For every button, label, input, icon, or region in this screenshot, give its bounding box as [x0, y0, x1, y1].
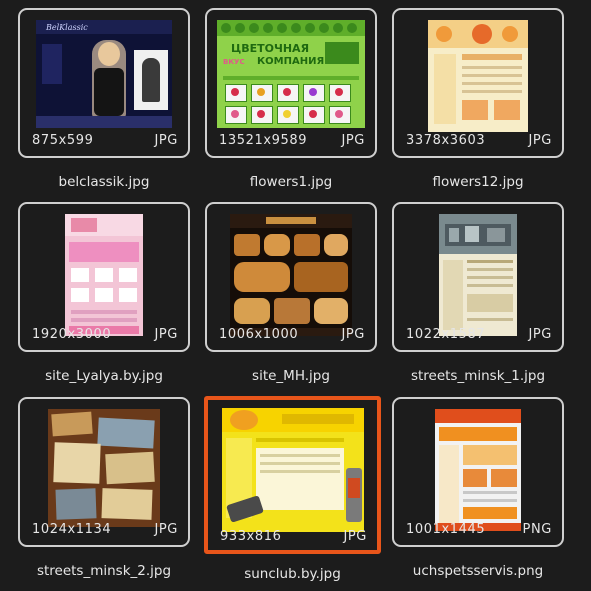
- image-dimensions: 1920x3000: [32, 327, 112, 342]
- thumbnail-image: BelKlassic: [36, 20, 172, 128]
- thumb-banner-side: ВКУС: [223, 58, 245, 66]
- thumbnail-card[interactable]: 1920x3000 JPG: [18, 202, 190, 352]
- thumbnail-item[interactable]: BelKlassic 875x599 JPG belclassik.jpg: [18, 8, 206, 204]
- file-name[interactable]: uchspetsservis.png: [412, 563, 544, 579]
- thumbnail-image: [439, 214, 517, 336]
- thumbnail-card[interactable]: 3378x3603 JPG: [392, 8, 564, 158]
- image-dimensions: 933x816: [220, 529, 282, 544]
- file-type: JPG: [154, 133, 178, 148]
- image-dimensions: 1006x1000: [219, 327, 299, 342]
- thumbnail-image: [48, 409, 160, 527]
- file-name[interactable]: flowers1.jpg: [249, 174, 333, 190]
- image-dimensions: 1022x1587: [406, 327, 486, 342]
- file-type: PNG: [522, 522, 552, 537]
- thumbnail-image: [65, 214, 143, 336]
- file-type: JPG: [343, 529, 367, 544]
- thumbnail-card-selected[interactable]: 933x816 JPG: [204, 396, 381, 554]
- file-name[interactable]: belclassik.jpg: [58, 174, 150, 190]
- thumbnail-meta: 875x599 JPG: [32, 133, 178, 151]
- image-dimensions: 3378x3603: [406, 133, 486, 148]
- file-name[interactable]: flowers12.jpg: [432, 174, 524, 190]
- thumbnail-card[interactable]: 1006x1000 JPG: [205, 202, 377, 352]
- thumbnail-item[interactable]: 3378x3603 JPG flowers12.jpg: [392, 8, 580, 204]
- file-type: JPG: [528, 327, 552, 342]
- image-dimensions: 1024x1134: [32, 522, 112, 537]
- thumb-banner-text: КОМПАНИЯ: [257, 56, 325, 67]
- file-type: JPG: [154, 327, 178, 342]
- file-name[interactable]: streets_minsk_1.jpg: [410, 368, 546, 384]
- thumbnail-meta: 933x816 JPG: [220, 529, 367, 547]
- file-type: JPG: [341, 327, 365, 342]
- file-name[interactable]: streets_minsk_2.jpg: [36, 563, 172, 579]
- thumbnail-meta: 1022x1587 JPG: [406, 327, 552, 345]
- image-dimensions: 13521x9589: [219, 133, 308, 148]
- thumb-banner-text: ЦВЕТОЧНАЯ: [231, 42, 310, 55]
- thumbnail-item[interactable]: 1001x1445 PNG uchspetsservis.png: [392, 397, 580, 591]
- thumbnail-item[interactable]: 1024x1134 JPG streets_minsk_2.jpg: [18, 397, 206, 591]
- file-type: JPG: [341, 133, 365, 148]
- thumbnail-image: [221, 408, 364, 532]
- thumbnail-image: [435, 409, 521, 531]
- file-name[interactable]: site_MH.jpg: [252, 368, 330, 384]
- file-type: JPG: [528, 133, 552, 148]
- thumbnail-item[interactable]: ЦВЕТОЧНАЯ ВКУС КОМПАНИЯ: [205, 8, 393, 204]
- thumbnail-item[interactable]: 933x816 JPG sunclub.by.jpg: [204, 396, 392, 591]
- thumbnail-image: [428, 20, 528, 132]
- thumbnail-card[interactable]: BelKlassic 875x599 JPG: [18, 8, 190, 158]
- thumbnail-card[interactable]: 1022x1587 JPG: [392, 202, 564, 352]
- file-name[interactable]: site_Lyalya.by.jpg: [45, 368, 163, 384]
- thumbnail-meta: 1024x1134 JPG: [32, 522, 178, 540]
- thumbnail-meta: 1006x1000 JPG: [219, 327, 365, 345]
- thumbnail-item[interactable]: 1006x1000 JPG site_MH.jpg: [205, 202, 393, 398]
- image-dimensions: 1001x1445: [406, 522, 486, 537]
- thumbnail-card[interactable]: 1001x1445 PNG: [392, 397, 564, 547]
- file-name[interactable]: sunclub.by.jpg: [244, 566, 341, 582]
- image-dimensions: 875x599: [32, 133, 94, 148]
- thumbnail-meta: 1001x1445 PNG: [406, 522, 552, 540]
- thumb-logo-text: BelKlassic: [46, 23, 88, 32]
- thumbnail-card[interactable]: 1024x1134 JPG: [18, 397, 190, 547]
- thumbnail-item[interactable]: 1920x3000 JPG site_Lyalya.by.jpg: [18, 202, 206, 398]
- thumbnail-card[interactable]: ЦВЕТОЧНАЯ ВКУС КОМПАНИЯ: [205, 8, 377, 158]
- thumbnail-image: ЦВЕТОЧНАЯ ВКУС КОМПАНИЯ: [217, 20, 365, 128]
- file-type: JPG: [154, 522, 178, 537]
- thumbnail-meta: 3378x3603 JPG: [406, 133, 552, 151]
- thumbnail-image: [230, 214, 352, 336]
- thumbnail-meta: 1920x3000 JPG: [32, 327, 178, 345]
- thumbnail-item[interactable]: 1022x1587 JPG streets_minsk_1.jpg: [392, 202, 580, 398]
- thumbnail-meta: 13521x9589 JPG: [219, 133, 365, 151]
